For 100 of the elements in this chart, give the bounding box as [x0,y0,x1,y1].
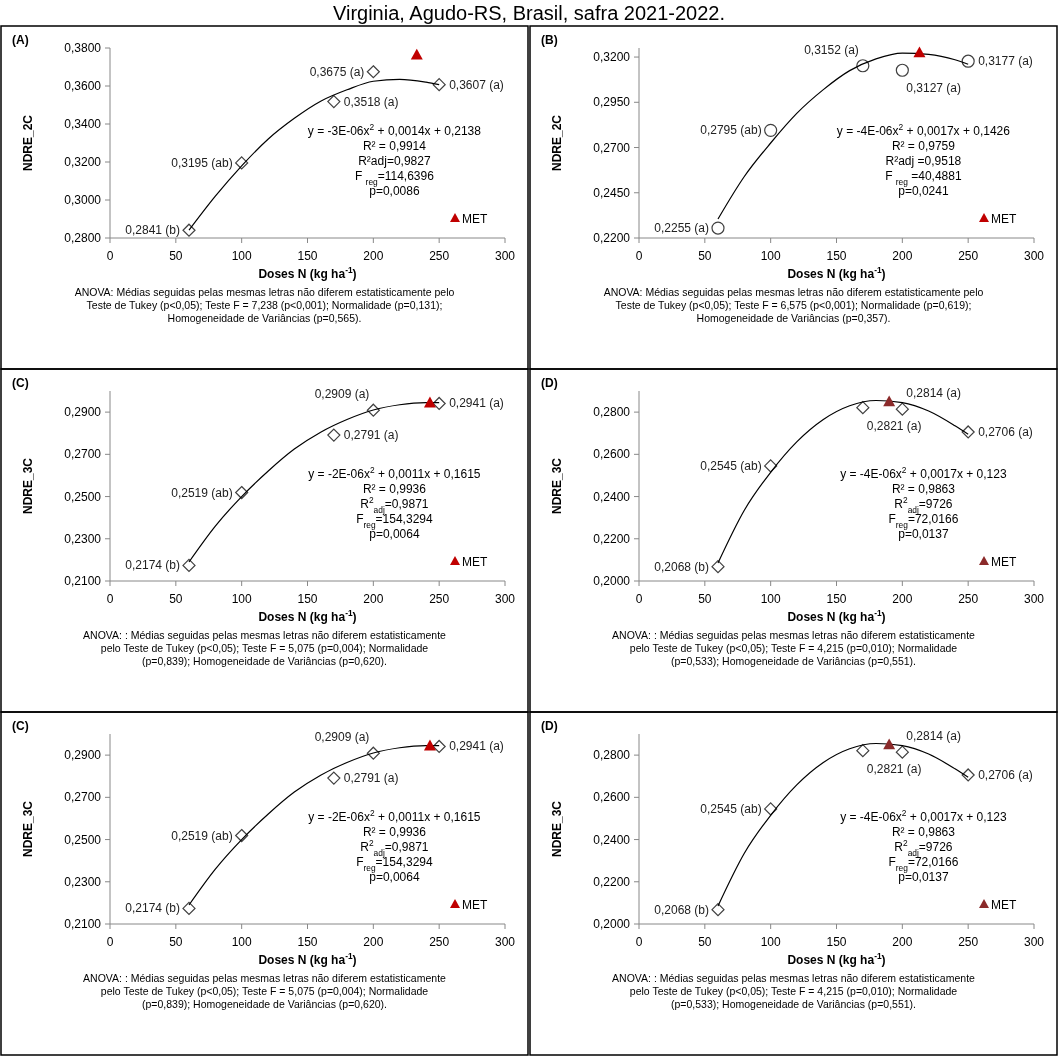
point [711,903,725,917]
data-label: 0,2174 (b) [125,901,180,916]
x-tick-label: 100 [231,935,252,949]
data-label: 0,2706 (a) [978,424,1033,439]
data-label: 0,2814 (a) [906,386,962,401]
y-axis-title: NDRE_3C [21,457,35,515]
x-tick-label: 50 [698,249,712,263]
annotation: y = -4E-06x$^{2}$ + 0,0017x + 0,123 [840,808,1007,825]
x-tick-label: 50 [698,592,712,606]
x-tick-label: 250 [958,249,979,263]
x-tick-label: 100 [760,592,781,606]
point [883,395,896,407]
text: ANOVA: : Médias seguidas pelas mesmas letras não diferem estatisticamente pelo Teste de Tukey (p<0,05); Teste F = 4,215 (p=0,010); Normalidade (p=0,533); Homogeneidade de Variâncias (p=0,551). [612,629,976,667]
y-tick-label: 0,2800 [64,231,102,245]
chart-title: (D) [541,376,558,390]
legend-label: MET [991,555,1017,569]
x-tick-label: 300 [494,935,516,949]
x-tick-label: 0 [106,935,114,949]
y-tick-label: 0,2700 [64,790,102,805]
y-tick-label: 0,2600 [593,447,631,462]
annotation: y = -4E-06x$^{2}$ + 0,0017x + 0,1426 [836,122,1011,139]
y-tick-label: 0,2000 [593,917,631,931]
x-tick-label: 200 [363,249,384,263]
data-label: 0,2821 (a) [866,761,922,776]
x-tick-label: 150 [297,249,318,263]
data-label: 0,3152 (a) [804,42,859,57]
y-tick-label: 0,2700 [593,140,631,155]
data-label: 0,3127 (a) [906,81,962,96]
data-label: 0,2814 (a) [906,729,962,744]
y-tick-label: 0,2200 [593,874,631,889]
data-label: 0,2821 (a) [866,418,922,433]
point [764,123,778,137]
point [432,396,446,411]
point [423,396,436,408]
x-tick-label: 300 [494,249,516,263]
point [432,78,446,92]
annotation: y = -2E-06x$^{2}$ + 0,0011x + 0,1615 [308,465,481,482]
data-label: 0,2909 (a) [314,387,370,402]
x-tick-label: 200 [363,592,384,606]
annotation: R² = 0,9759 [891,139,956,154]
point [327,428,341,442]
point [423,739,436,751]
x-tick-label: 0 [106,249,114,263]
point [711,221,725,235]
x-tick-label: 150 [297,592,318,606]
annotation: R² = 0,9914 [362,139,427,154]
legend-label: MET [462,898,488,912]
y-tick-label: 0,2900 [64,405,102,420]
point [895,402,909,416]
x-tick-label: 200 [363,935,384,949]
annotation: R² = 0,9863 [891,825,956,840]
point [182,901,196,915]
text: ANOVA: Médias seguidas pelas mesmas letras não diferem estatisticamente pelo Teste de Tukey (p<0,05); Teste F = 7,238 (p<0,001); Normalidade (p=0,131); Homogeneidade de Variâncias (p=0,565). [74,286,455,324]
data-label: 0,2941 (a) [449,739,504,754]
point [856,401,870,415]
x-tick-label: 200 [892,592,913,606]
point [961,54,975,68]
x-axis-title: Doses N (kg ha$^{-1}$) [787,608,886,624]
x-tick-label: 100 [231,592,252,606]
y-tick-label: 0,2300 [64,531,102,546]
y-tick-label: 0,3200 [593,50,631,65]
text: ANOVA: : Médias seguidas pelas mesmas letras não diferem estatisticamente pelo Teste de Tukey (p<0,05); Teste F = 5,075 (p=0,004); Normalidade (p=0,839); Homogeneidade de Variâncias (p=0,620). [83,629,447,667]
x-tick-label: 200 [892,249,913,263]
point [711,560,725,574]
x-tick-label: 100 [760,249,781,263]
x-tick-label: 50 [169,249,183,263]
x-tick-label: 0 [106,592,114,606]
point [327,94,341,109]
point [883,738,896,750]
x-tick-label: 300 [494,592,516,606]
x-tick-label: 300 [1023,935,1045,949]
y-axis-title: NDRE_3C [21,800,35,858]
annotation: y = -3E-06x$^{2}$ + 0,0014x + 0,2138 [307,122,482,139]
point [366,65,380,79]
x-axis-title: Doses N (kg ha$^{-1}$) [258,265,357,281]
x-tick-label: 50 [169,592,183,606]
point [327,771,341,785]
y-tick-label: 0,2450 [593,185,631,200]
y-tick-label: 0,2800 [593,748,631,763]
data-label: 0,2909 (a) [314,730,370,745]
data-label: 0,2174 (b) [125,558,180,573]
annotation: y = -2E-06x$^{2}$ + 0,0011x + 0,1615 [308,808,481,825]
x-tick-label: 100 [231,249,252,263]
y-tick-label: 0,3400 [64,117,102,131]
y-tick-label: 0,2600 [593,790,631,805]
text: ANOVA: : Médias seguidas pelas mesmas letras não diferem estatisticamente pelo Teste de Tukey (p<0,05); Teste F = 5,075 (p=0,004); Normalidade (p=0,839); Homogeneidade de Variâncias (p=0,620). [83,972,447,1010]
annotation: R²adj =0,9518 [885,154,962,169]
legend-label: MET [462,555,488,569]
data-label: 0,3607 (a) [449,77,504,92]
y-tick-label: 0,2700 [64,447,102,462]
y-tick-label: 0,2200 [593,231,631,245]
chart-title: (B) [541,33,558,47]
x-tick-label: 0 [635,249,643,263]
data-label: 0,2795 (ab) [700,123,762,138]
y-tick-label: 0,3600 [64,79,102,93]
y-tick-label: 0,2000 [593,574,631,588]
y-tick-label: 0,2400 [593,832,631,847]
x-tick-label: 50 [698,935,712,949]
x-axis-title: Doses N (kg ha$^{-1}$) [258,608,357,624]
y-tick-label: 0,2400 [593,489,631,504]
